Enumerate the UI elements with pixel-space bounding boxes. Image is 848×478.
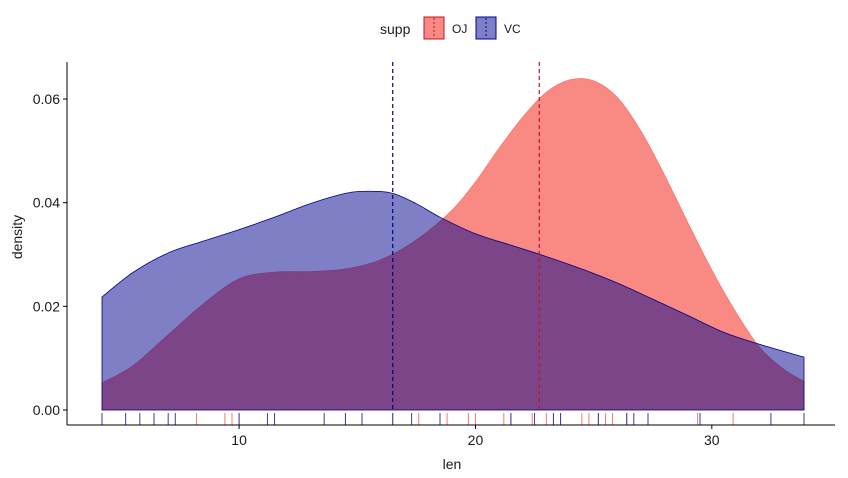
- y-tick-label-1: 0.02: [33, 298, 60, 314]
- legend-title: supp: [380, 21, 411, 37]
- legend-label-vc: VC: [504, 22, 521, 36]
- y-tick-label-3: 0.06: [33, 91, 60, 107]
- density-area-vc: [101, 190, 805, 411]
- legend: supp OJ VC: [380, 16, 521, 40]
- density-areas: [101, 78, 805, 411]
- y-tick-label-0: 0.00: [33, 402, 60, 418]
- y-axis-ticks: 0.00 0.02 0.04 0.06: [33, 91, 67, 418]
- x-tick-label-2: 30: [704, 432, 720, 448]
- mean-lines: [392, 62, 540, 410]
- rug-marks: [101, 413, 805, 425]
- legend-key-oj: OJ: [423, 16, 467, 40]
- x-axis-ticks: 10 20 30: [231, 425, 720, 448]
- x-tick-label-1: 20: [468, 432, 484, 448]
- x-tick-label-0: 10: [231, 432, 247, 448]
- x-axis-title: len: [443, 456, 462, 472]
- legend-label-oj: OJ: [452, 22, 467, 36]
- y-tick-label-2: 0.04: [33, 195, 60, 211]
- legend-key-vc: VC: [475, 16, 521, 40]
- y-axis-title: density: [9, 215, 25, 259]
